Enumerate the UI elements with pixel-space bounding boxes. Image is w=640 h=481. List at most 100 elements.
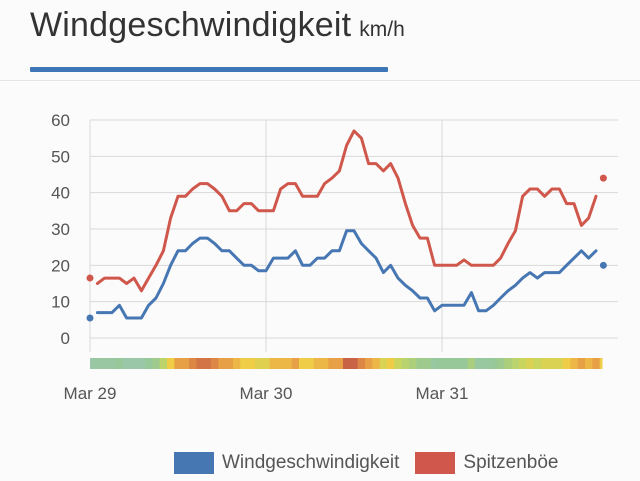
strip-cell — [306, 358, 315, 369]
strip-cell — [438, 358, 447, 369]
unit-label: km/h — [359, 18, 405, 41]
gust-line-end-point — [599, 174, 607, 182]
strip-cell — [563, 358, 571, 369]
y-tick-label: 20 — [51, 256, 70, 275]
strip-cell — [211, 358, 219, 369]
strip-cell — [313, 358, 322, 369]
strip-cell — [90, 358, 95, 369]
strip-cell — [585, 358, 593, 369]
strip-cell — [240, 358, 249, 369]
strip-cell — [108, 358, 117, 369]
strip-cell — [291, 358, 300, 369]
x-tick-label: Mar 29 — [64, 384, 117, 403]
strip-cell — [130, 358, 139, 369]
strip-cell — [599, 358, 603, 369]
strip-cell — [101, 358, 109, 369]
x-tick-label: Mar 30 — [240, 384, 293, 403]
strip-cell — [93, 358, 102, 369]
strip-cell — [335, 358, 344, 369]
strip-cell — [555, 358, 564, 369]
y-tick-label: 60 — [51, 111, 70, 130]
y-tick-label: 40 — [51, 184, 70, 203]
strip-cell — [489, 358, 498, 369]
strip-cell — [159, 358, 168, 369]
strip-cell — [394, 358, 403, 369]
title-text: Windgeschwindigkeit — [30, 6, 352, 44]
strip-cell — [577, 358, 586, 369]
strip-cell — [416, 358, 425, 369]
grid — [89, 119, 618, 352]
strip-cell — [152, 358, 161, 369]
strip-cell — [123, 358, 131, 369]
legend-item-wind[interactable]: Windgeschwindigkeit — [174, 452, 399, 474]
strip-cell — [453, 358, 461, 369]
strip-cell — [299, 358, 307, 369]
strip-cell — [350, 358, 359, 369]
strip-cell — [328, 358, 337, 369]
gust-line — [95, 129, 598, 293]
strip-cell — [225, 358, 234, 369]
x-tick-label: Mar 31 — [416, 384, 469, 403]
strip-cell — [181, 358, 190, 369]
strip-cell — [533, 358, 542, 369]
intensity-strip — [90, 358, 603, 369]
strip-cell — [137, 358, 146, 369]
strip-cell — [541, 358, 549, 369]
strip-cell — [445, 358, 454, 369]
strip-cell — [379, 358, 388, 369]
strip-cell — [269, 358, 278, 369]
header-divider — [0, 80, 640, 81]
strip-cell — [387, 358, 395, 369]
strip-cell — [511, 358, 520, 369]
strip-cell — [357, 358, 366, 369]
strip-cell — [526, 358, 535, 369]
strip-cell — [218, 358, 227, 369]
strip-cell — [497, 358, 505, 369]
strip-cell — [174, 358, 183, 369]
strip-cell — [145, 358, 153, 369]
strip-cell — [262, 358, 271, 369]
x-axis-ticks: Mar 29 Mar 30 Mar 31 — [64, 384, 469, 403]
strip-cell — [409, 358, 417, 369]
strip-cell — [460, 358, 469, 369]
y-tick-label: 50 — [51, 147, 70, 166]
y-tick-label: 10 — [51, 293, 70, 312]
legend-label-wind: Windgeschwindigkeit — [222, 452, 400, 473]
strip-cell — [570, 358, 579, 369]
strip-cell — [504, 358, 513, 369]
legend: Windgeschwindigkeit Spitzenböe — [174, 452, 575, 474]
strip-cell — [321, 358, 329, 369]
strip-cell — [255, 358, 263, 369]
strip-cell — [365, 358, 373, 369]
legend-item-gust[interactable]: Spitzenböe — [415, 452, 559, 474]
gust-line-start-point — [86, 274, 94, 282]
title-underline — [30, 67, 388, 72]
strip-cell — [548, 358, 557, 369]
y-tick-label: 30 — [51, 220, 70, 239]
strip-cell — [467, 358, 476, 369]
series — [86, 129, 607, 322]
y-tick-label: 0 — [61, 329, 70, 348]
strip-cell — [284, 358, 293, 369]
strip-cell — [372, 358, 381, 369]
y-axis-ticks: 0 10 20 30 40 50 60 — [51, 111, 70, 348]
legend-label-gust: Spitzenböe — [463, 452, 559, 473]
strip-cell — [482, 358, 491, 369]
strip-cell — [203, 358, 212, 369]
page-title: Windgeschwindigkeit km/h — [30, 6, 405, 45]
strip-cell — [519, 358, 527, 369]
wind-speed-line-start-point — [86, 314, 94, 322]
wind-speed-line-end-point — [599, 261, 607, 269]
strip-cell — [196, 358, 205, 369]
wind-speed-line — [95, 229, 598, 320]
strip-cell — [167, 358, 175, 369]
strip-cell — [423, 358, 432, 369]
strip-cell — [401, 358, 410, 369]
strip-cell — [475, 358, 483, 369]
strip-cell — [115, 358, 124, 369]
strip-cell — [343, 358, 351, 369]
legend-swatch-gust — [415, 452, 456, 474]
strip-cell — [189, 358, 197, 369]
strip-cell — [431, 358, 439, 369]
